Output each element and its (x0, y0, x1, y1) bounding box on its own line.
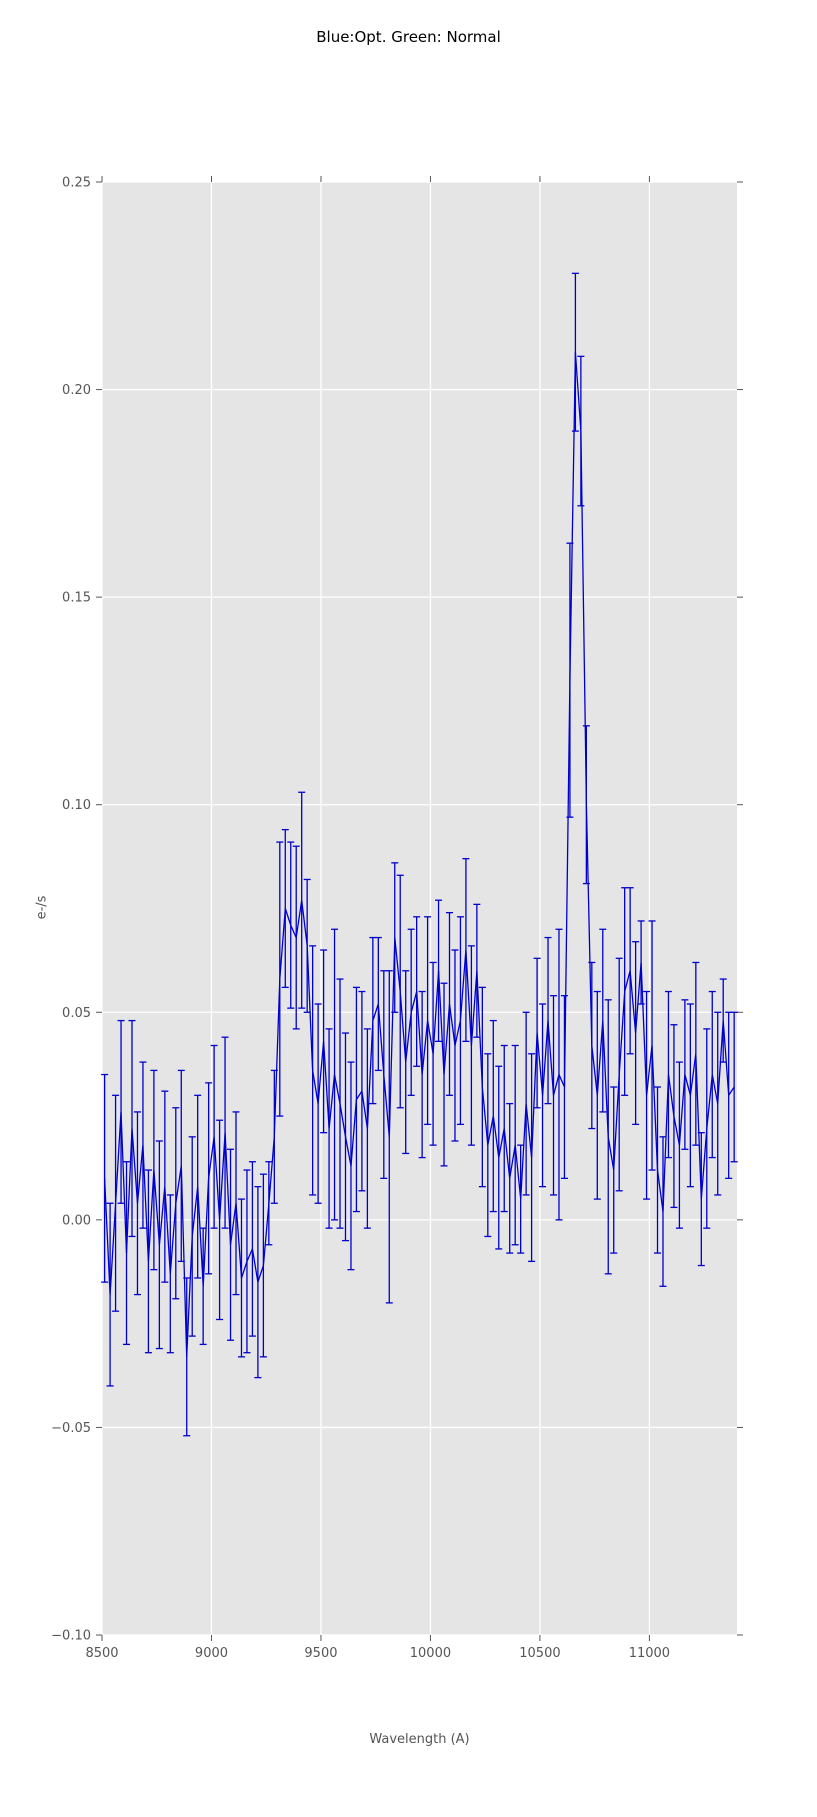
series-spectrum (101, 272, 738, 1437)
axis-ticks (96, 176, 743, 1641)
plot-area (102, 182, 737, 1635)
x-tick-label: 11000 (629, 1646, 670, 1661)
y-tick-label: 0.25 (62, 176, 91, 191)
x-axis-label: Wavelength (A) (369, 1732, 470, 1747)
y-tick-label: 0.00 (62, 1213, 91, 1228)
gridlines (101, 181, 737, 1636)
x-tick-label: 8500 (85, 1646, 118, 1661)
y-tick-label: 0.05 (62, 1006, 91, 1021)
y-tick-label: 0.20 (62, 383, 91, 398)
data-line (103, 352, 735, 1357)
x-tick-label: 10500 (519, 1646, 560, 1661)
chart-title: Blue:Opt. Green: Normal (316, 28, 501, 46)
y-tick-label: 0.15 (62, 591, 91, 606)
tick-labels: 8500 9000 9500 10000 10500 11000 0.25 0.20 0.15 0… (51, 176, 670, 1662)
x-tick-label: 9000 (195, 1646, 228, 1661)
x-tick-label: 10000 (410, 1646, 451, 1661)
y-tick-label: 0.10 (62, 798, 91, 813)
y-tick-label: −0.10 (51, 1629, 91, 1644)
x-tick-label: 9500 (304, 1646, 337, 1661)
y-axis-label: e-/s (34, 895, 50, 920)
y-tick-label: −0.05 (51, 1421, 91, 1436)
